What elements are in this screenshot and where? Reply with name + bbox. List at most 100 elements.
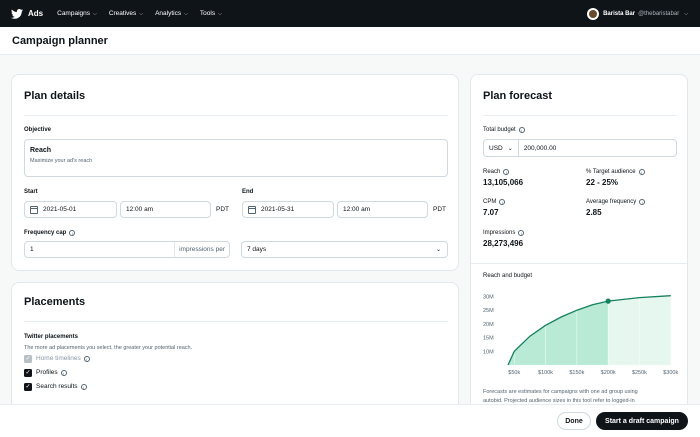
- total-budget-label: Total budget i: [483, 127, 525, 133]
- end-time-value: 12:00 am: [343, 206, 371, 213]
- average-frequency-label: Average frequency i: [586, 199, 646, 205]
- chart-x-tick-label: $150k: [569, 370, 584, 376]
- start-date-value: 2021-05-01: [43, 206, 77, 213]
- cpm-value: 7.07: [483, 208, 499, 217]
- chart-reach-line: [507, 295, 671, 366]
- budget-input[interactable]: USD ⌄ 200,000.00: [483, 139, 677, 157]
- chart-x-tick-label: $250k: [632, 370, 647, 376]
- page-header: Campaign planner: [0, 27, 700, 55]
- menu-tools[interactable]: Tools ⌵: [200, 10, 222, 17]
- profiles-checkbox[interactable]: ✓: [24, 369, 32, 377]
- chart-selected-point: [605, 298, 611, 304]
- page-title: Campaign planner: [12, 35, 108, 47]
- calendar-icon: [248, 205, 256, 214]
- total-budget-label-text: Total budget: [483, 127, 516, 133]
- top-nav: Ads Campaigns ⌵ Creatives ⌵ Analytics ⌵ Too…: [0, 0, 700, 27]
- account-handle: @thebaristabar: [638, 10, 680, 17]
- chevron-down-icon: ⌵: [93, 10, 97, 17]
- search-results-label: Search results: [36, 383, 78, 390]
- info-icon[interactable]: i: [518, 127, 525, 133]
- impressions-label-text: Impressions: [483, 230, 516, 236]
- chart-y-tick-label: 20M: [483, 322, 494, 328]
- reach-label: Reach i: [483, 169, 510, 175]
- chevron-down-icon: ⌄: [435, 247, 441, 253]
- chart-y-tick-label: 25M: [483, 308, 494, 314]
- chevron-down-icon: ⌵: [218, 10, 222, 17]
- end-time-input[interactable]: 12:00 am: [337, 201, 428, 218]
- frequency-period-select[interactable]: 7 days ⌄: [241, 241, 448, 258]
- home-timelines-checkbox[interactable]: ✓: [24, 355, 32, 363]
- start-label: Start: [24, 189, 38, 195]
- start-date-input[interactable]: 2021-05-01: [24, 201, 117, 218]
- done-button[interactable]: Done: [557, 412, 591, 430]
- search-results-checkbox[interactable]: ✓: [24, 383, 32, 391]
- profiles-option: Profiles i: [36, 369, 67, 376]
- action-bar: Done Start a draft campaign: [0, 404, 700, 437]
- ads-logo[interactable]: Ads: [11, 8, 43, 19]
- currency-value: USD: [489, 144, 503, 152]
- currency-select[interactable]: USD ⌄: [484, 140, 519, 156]
- menu-creatives-label: Creatives: [108, 10, 137, 17]
- plan-details-card: Plan details Objective Reach Maximize yo…: [11, 74, 459, 271]
- divider: [24, 115, 448, 116]
- reach-budget-chart[interactable]: 30M 25M 20M 15M 10M $50k $100k $150k $200k $250k $…: [471, 283, 688, 383]
- info-icon[interactable]: i: [639, 199, 646, 205]
- account-switcher[interactable]: Barista Bar @thebaristabar ⌵: [587, 0, 688, 27]
- info-icon[interactable]: i: [60, 369, 67, 376]
- menu-analytics[interactable]: Analytics ⌵: [155, 10, 188, 17]
- placements-title: Placements: [24, 296, 86, 308]
- forecast-footnote-line-1: Forecasts are estimates for campaigns wi…: [483, 389, 638, 395]
- frequency-cap-label-text: Frequency cap: [24, 230, 67, 236]
- home-timelines-label: Home timelines: [36, 355, 81, 362]
- cpm-label: CPM i: [483, 199, 506, 205]
- impressions-label: Impressions i: [483, 230, 525, 236]
- end-timezone: PDT: [433, 206, 446, 213]
- frequency-cap-unit: impressions per: [174, 242, 225, 257]
- objective-description: Maximize your ad's reach: [30, 158, 93, 164]
- impressions-value: 28,273,496: [483, 239, 524, 248]
- info-icon[interactable]: i: [499, 199, 506, 205]
- menu-creatives[interactable]: Creatives ⌵: [109, 10, 143, 17]
- menu-campaigns[interactable]: Campaigns ⌵: [57, 10, 97, 17]
- reach-label-text: Reach: [483, 169, 501, 175]
- calendar-icon: [30, 205, 38, 214]
- objective-selector[interactable]: Reach Maximize your ad's reach: [24, 139, 448, 177]
- plan-forecast-title: Plan forecast: [483, 90, 553, 102]
- target-audience-value: 22 - 25%: [586, 178, 619, 187]
- plan-details-title: Plan details: [24, 90, 86, 102]
- chart-area-selected: [508, 301, 609, 365]
- chevron-down-icon: ⌵: [139, 10, 144, 17]
- chevron-down-icon: ⌵: [684, 10, 688, 17]
- frequency-cap-label: Frequency cap i: [24, 230, 76, 236]
- target-audience-label: % Target audience i: [586, 169, 645, 175]
- chevron-down-icon: ⌵: [184, 10, 188, 17]
- frequency-cap-input[interactable]: 1 impressions per: [24, 241, 230, 258]
- divider: [24, 321, 448, 322]
- target-audience-label-text: % Target audience: [586, 169, 636, 175]
- forecast-footnote-line-2: autobid. Projected audience sizes in thi…: [483, 398, 635, 404]
- chart-x-tick-label: $100k: [538, 370, 553, 376]
- twitter-placements-description: The more ad placements you select, the g…: [24, 345, 193, 351]
- start-time-value: 12:00 am: [126, 206, 154, 213]
- info-icon[interactable]: i: [69, 230, 76, 236]
- divider: [483, 115, 677, 116]
- info-icon[interactable]: i: [503, 169, 510, 175]
- end-date-input[interactable]: 2021-05-31: [242, 201, 334, 218]
- end-date-value: 2021-05-31: [261, 206, 295, 213]
- info-icon[interactable]: i: [80, 383, 87, 390]
- start-time-input[interactable]: 12:00 am: [120, 201, 211, 218]
- info-icon[interactable]: i: [83, 355, 90, 362]
- reach-value: 13,105,066: [483, 178, 524, 187]
- chevron-down-icon: ⌄: [507, 145, 513, 152]
- budget-value: 200,000.00: [523, 144, 557, 152]
- chart-y-tick-label: 10M: [483, 349, 494, 355]
- info-icon[interactable]: i: [518, 230, 525, 236]
- account-name: Barista Bar: [603, 10, 636, 17]
- info-icon[interactable]: i: [638, 169, 645, 175]
- chart-x-tick-label: $300k: [663, 370, 678, 376]
- menu-campaigns-label: Campaigns: [57, 10, 91, 17]
- chart-y-tick-label: 30M: [483, 294, 494, 300]
- start-draft-campaign-button[interactable]: Start a draft campaign: [596, 412, 688, 430]
- frequency-cap-value: 1: [30, 246, 34, 253]
- placements-card: Placements Twitter placements The more a…: [11, 282, 459, 412]
